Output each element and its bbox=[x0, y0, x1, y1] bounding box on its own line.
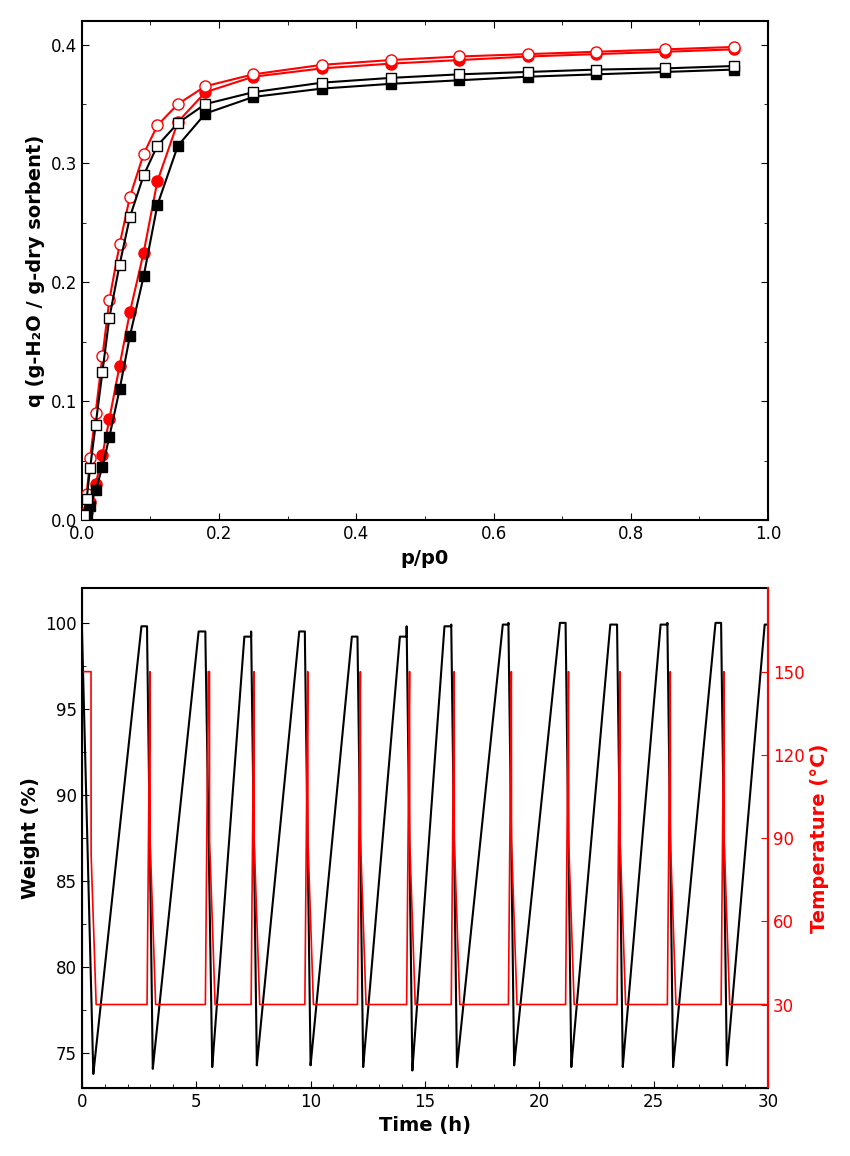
Y-axis label: Temperature (°C): Temperature (°C) bbox=[810, 743, 829, 933]
X-axis label: p/p0: p/p0 bbox=[401, 549, 449, 568]
X-axis label: Time (h): Time (h) bbox=[379, 1117, 471, 1135]
Y-axis label: q (g-H₂O / g-dry sorbent): q (g-H₂O / g-dry sorbent) bbox=[26, 134, 45, 407]
Y-axis label: Weight (%): Weight (%) bbox=[21, 777, 40, 899]
